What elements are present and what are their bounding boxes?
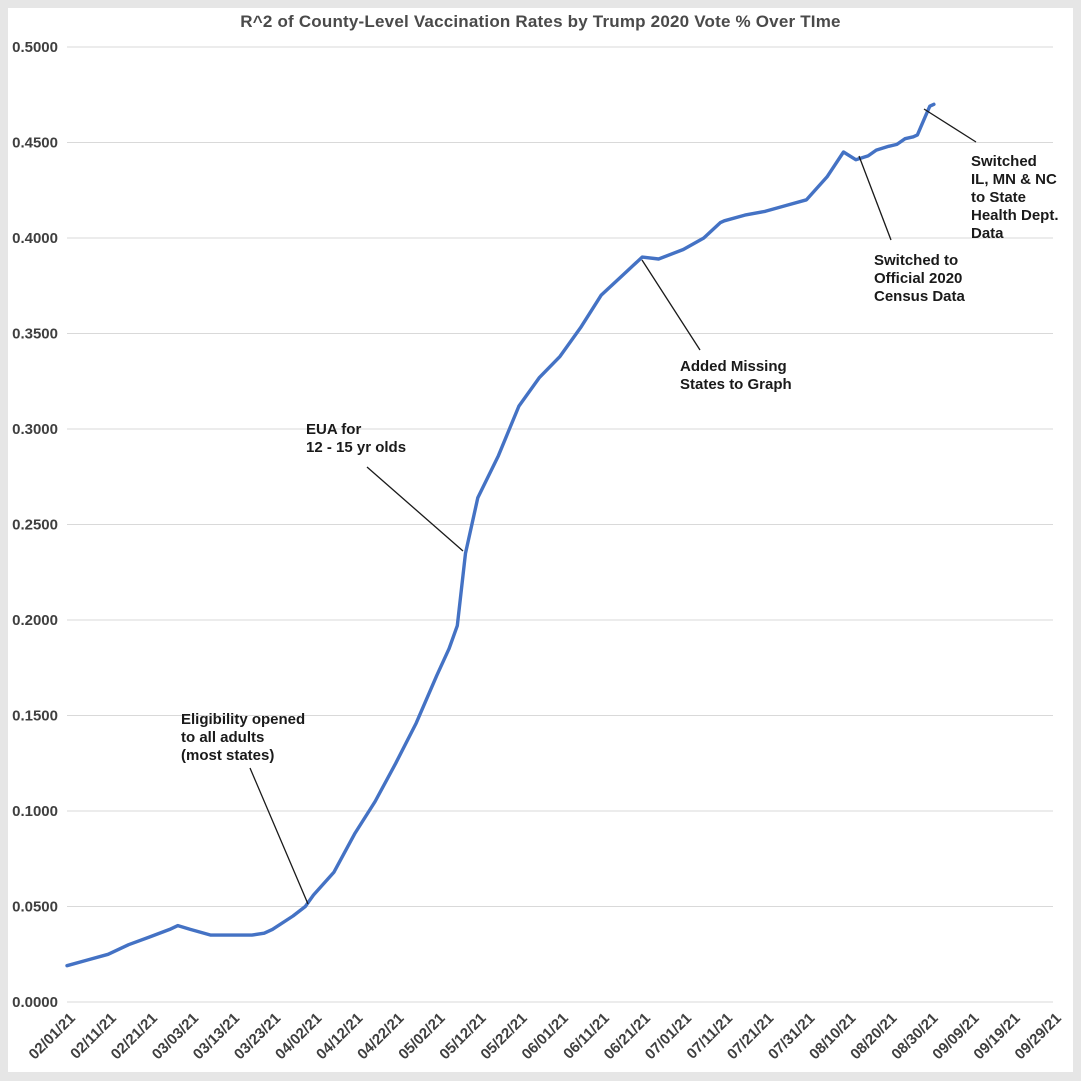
annotation-line: Switched to <box>874 252 959 269</box>
y-axis-tick-label: 0.2500 <box>12 517 58 534</box>
annotation-eua-12-15: EUA for 12 - 15 yr olds <box>306 421 406 457</box>
annotation-line: Switched <box>971 153 1037 170</box>
annotation-line: (most states) <box>181 747 275 764</box>
annotation-line: 12 - 15 yr olds <box>306 439 407 456</box>
y-axis-tick-label: 0.4500 <box>12 135 58 152</box>
annotation-added-missing-states: Added Missing States to Graph <box>680 358 792 394</box>
y-axis-tick-label: 0.1000 <box>12 803 58 820</box>
annotation-line: Health Dept. <box>971 207 1059 224</box>
annotation-line: EUA for <box>306 421 362 438</box>
annotation-line: Added Missing <box>680 358 787 375</box>
annotation-line: States to Graph <box>680 376 792 393</box>
annotation-line: Census Data <box>874 288 965 305</box>
annotation-official-census-data: Switched to Official 2020 Census Data <box>874 252 965 306</box>
annotation-line: IL, MN & NC <box>971 171 1057 188</box>
y-axis-tick-label: 0.0500 <box>12 899 58 916</box>
annotation-line: Data <box>971 225 1004 242</box>
chart-canvas <box>8 8 1073 1072</box>
y-axis-tick-label: 0.3500 <box>12 326 58 343</box>
annotation-eligibility-all-adults: Eligibility opened to all adults (most sta… <box>181 711 305 765</box>
annotation-line: to State <box>971 189 1027 206</box>
annotation-line: Official 2020 <box>874 270 963 287</box>
annotation-line: Eligibility opened <box>181 711 306 728</box>
chart-title: R^2 of County-Level Vaccination Rates by… <box>240 12 841 31</box>
y-axis-tick-label: 0.1500 <box>12 708 58 725</box>
y-axis-tick-label: 0.2000 <box>12 612 58 629</box>
annotation-leader-line-eua-12-15 <box>366 466 464 552</box>
y-axis-tick-label: 0.3000 <box>12 421 58 438</box>
annotation-state-health-dept-data: Switched IL, MN & NC to State Health Dept. D… <box>971 153 1059 243</box>
y-axis-tick-label: 0.4000 <box>12 230 58 247</box>
y-axis-tick-label: 0.5000 <box>12 39 58 56</box>
y-axis-tick-label: 0.0000 <box>12 994 58 1011</box>
annotation-leader-line-added-missing-states <box>641 259 701 351</box>
r2-data-line <box>65 102 936 968</box>
annotation-leader-line-state-health-dept-data <box>923 108 977 143</box>
annotation-line: to all adults <box>181 729 265 746</box>
annotation-leader-line-eligibility-all-adults <box>249 767 309 905</box>
annotation-leader-line-official-census-data <box>858 155 892 241</box>
